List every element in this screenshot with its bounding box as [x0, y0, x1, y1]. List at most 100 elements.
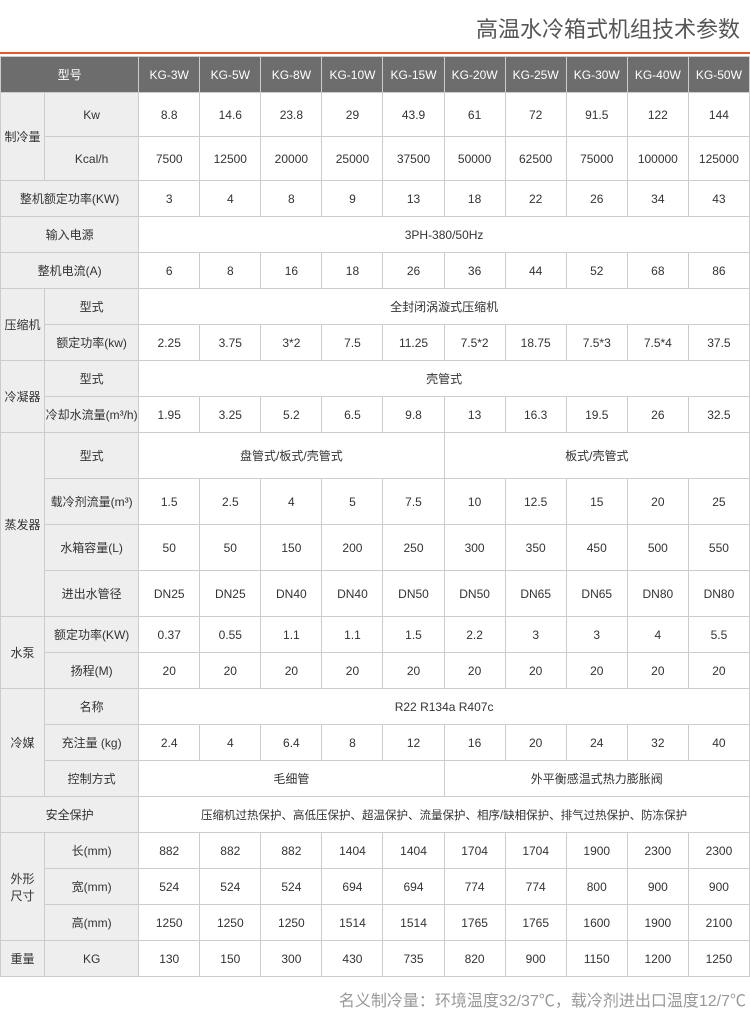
- cell: 1250: [688, 941, 749, 977]
- cell: DN80: [688, 571, 749, 617]
- cell: 0.55: [200, 617, 261, 653]
- cell: 20: [627, 653, 688, 689]
- cell: 2300: [688, 833, 749, 869]
- cell: 1704: [444, 833, 505, 869]
- row-label: 整机电流(A): [1, 253, 139, 289]
- title-divider: [0, 52, 750, 54]
- cell: 20: [261, 653, 322, 689]
- cell: 900: [688, 869, 749, 905]
- cell: 5: [322, 479, 383, 525]
- cell: 26: [627, 397, 688, 433]
- row-label: 输入电源: [1, 217, 139, 253]
- cell: 20: [200, 653, 261, 689]
- cell: 1.5: [139, 479, 200, 525]
- cell: DN40: [322, 571, 383, 617]
- col-header: KG-25W: [505, 57, 566, 93]
- cell: 12500: [200, 137, 261, 181]
- row-label: 型式: [45, 433, 139, 479]
- col-header: KG-20W: [444, 57, 505, 93]
- cell: 43.9: [383, 93, 444, 137]
- cell: 32: [627, 725, 688, 761]
- row-label: 进出水管径: [45, 571, 139, 617]
- cell: 3.25: [200, 397, 261, 433]
- cell: 50: [200, 525, 261, 571]
- cell: 1.1: [261, 617, 322, 653]
- cell: 524: [261, 869, 322, 905]
- header-model: 型号: [1, 57, 139, 93]
- row-label: 充注量 (kg): [45, 725, 139, 761]
- row-label: 型式: [45, 289, 139, 325]
- cell: 24: [566, 725, 627, 761]
- cell: 11.25: [383, 325, 444, 361]
- row-label: 高(mm): [45, 905, 139, 941]
- cell: 8: [261, 181, 322, 217]
- cell: 882: [261, 833, 322, 869]
- col-header: KG-3W: [139, 57, 200, 93]
- cell: 1514: [383, 905, 444, 941]
- cell: 22: [505, 181, 566, 217]
- cell-span: 壳管式: [139, 361, 750, 397]
- row-label: 安全保护: [1, 797, 139, 833]
- cell: 20: [627, 479, 688, 525]
- cell: 37500: [383, 137, 444, 181]
- cell: 2.25: [139, 325, 200, 361]
- cell: 250: [383, 525, 444, 571]
- cell: DN65: [566, 571, 627, 617]
- cell-span: 毛细管: [139, 761, 444, 797]
- cell: 2100: [688, 905, 749, 941]
- cell: 524: [139, 869, 200, 905]
- row-group-compressor: 压缩机: [1, 289, 45, 361]
- cell-span: 3PH-380/50Hz: [139, 217, 750, 253]
- cell: 150: [200, 941, 261, 977]
- col-header: KG-8W: [261, 57, 322, 93]
- cell: 774: [444, 869, 505, 905]
- cell: 3: [566, 617, 627, 653]
- row-group-weight: 重量: [1, 941, 45, 977]
- cell: 13: [444, 397, 505, 433]
- cell: DN65: [505, 571, 566, 617]
- cell: 2300: [627, 833, 688, 869]
- page-title: 高温水冷箱式机组技术参数: [0, 0, 750, 52]
- cell: 524: [200, 869, 261, 905]
- cell: 10: [444, 479, 505, 525]
- spec-table: 型号 KG-3W KG-5W KG-8W KG-10W KG-15W KG-20…: [0, 56, 750, 977]
- row-label: 载冷剂流量(m³): [45, 479, 139, 525]
- row-group-condenser: 冷凝器: [1, 361, 45, 433]
- row-label: 控制方式: [45, 761, 139, 797]
- row-label: 长(mm): [45, 833, 139, 869]
- row-label: 整机额定功率(KW): [1, 181, 139, 217]
- cell: 15: [566, 479, 627, 525]
- cell: 100000: [627, 137, 688, 181]
- row-label: 扬程(M): [45, 653, 139, 689]
- row-group-cooling: 制冷量: [1, 93, 45, 181]
- cell: 4: [627, 617, 688, 653]
- col-header: KG-30W: [566, 57, 627, 93]
- cell: 52: [566, 253, 627, 289]
- cell: 2.2: [444, 617, 505, 653]
- cell: 26: [383, 253, 444, 289]
- cell: 12.5: [505, 479, 566, 525]
- cell: 694: [322, 869, 383, 905]
- cell: 820: [444, 941, 505, 977]
- cell: 3: [505, 617, 566, 653]
- cell: 18: [322, 253, 383, 289]
- cell: 91.5: [566, 93, 627, 137]
- cell: 4: [200, 725, 261, 761]
- cell: 6: [139, 253, 200, 289]
- col-header: KG-15W: [383, 57, 444, 93]
- cell: 43: [688, 181, 749, 217]
- cell: 19.5: [566, 397, 627, 433]
- cell: 1514: [322, 905, 383, 941]
- cell: 75000: [566, 137, 627, 181]
- cell: 450: [566, 525, 627, 571]
- cell: 7.5*3: [566, 325, 627, 361]
- cell: 20: [566, 653, 627, 689]
- cell: 7.5*2: [444, 325, 505, 361]
- cell: DN25: [200, 571, 261, 617]
- cell: 16: [444, 725, 505, 761]
- cell: 7500: [139, 137, 200, 181]
- cell: 1250: [200, 905, 261, 941]
- cell: 20: [505, 653, 566, 689]
- cell: 1.1: [322, 617, 383, 653]
- cell: 25000: [322, 137, 383, 181]
